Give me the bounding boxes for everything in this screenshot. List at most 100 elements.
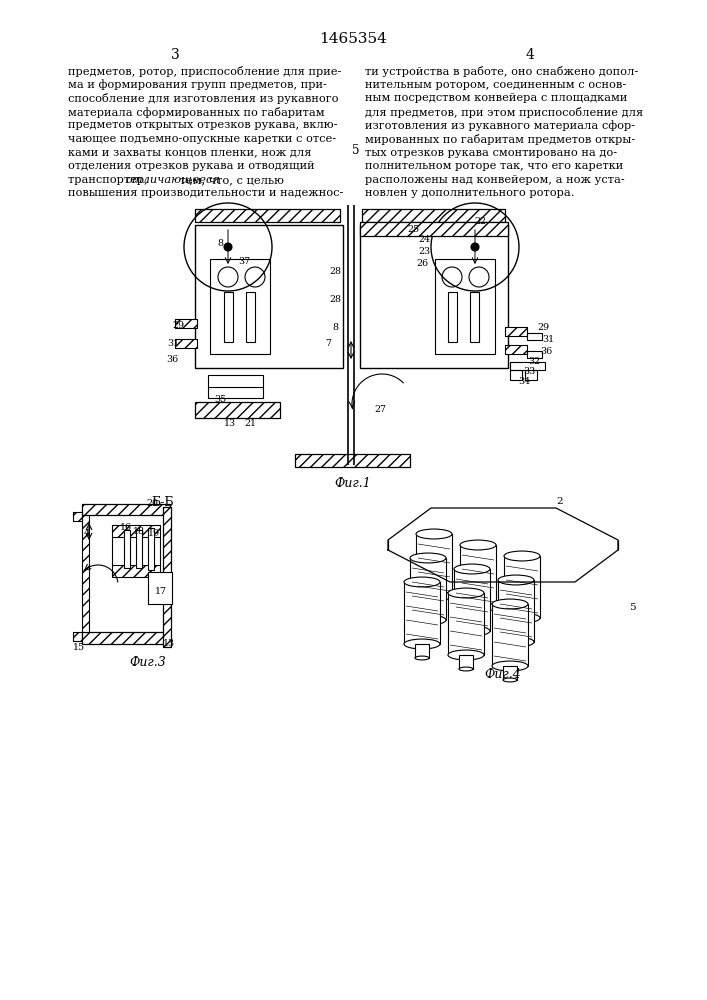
Ellipse shape	[465, 643, 479, 647]
Bar	[505, 327, 527, 336]
Ellipse shape	[504, 551, 540, 561]
Bar	[360, 225, 508, 368]
Bar	[515, 618, 529, 632]
Bar	[454, 569, 490, 631]
Text: Фиг.1: Фиг.1	[334, 477, 371, 490]
Text: 25: 25	[407, 226, 419, 234]
Text: 13: 13	[224, 418, 236, 428]
Bar	[492, 604, 528, 666]
Bar	[510, 362, 545, 370]
Bar	[208, 375, 263, 398]
Text: 28: 28	[329, 296, 341, 304]
Bar	[503, 666, 517, 680]
Bar	[509, 642, 523, 656]
Bar	[82, 510, 89, 642]
Text: 1465354: 1465354	[319, 32, 387, 46]
Text: повышения производительности и надежнос-: повышения производительности и надежнос-	[68, 188, 344, 198]
Text: 16: 16	[120, 522, 132, 532]
Bar	[148, 528, 154, 570]
Text: 8: 8	[217, 238, 223, 247]
Bar	[448, 292, 457, 342]
Ellipse shape	[492, 599, 528, 609]
Bar	[195, 209, 340, 222]
Bar	[465, 631, 479, 645]
Text: 27: 27	[374, 406, 386, 414]
Bar	[246, 292, 255, 342]
Text: отличающееся: отличающееся	[126, 175, 221, 185]
Bar	[195, 225, 343, 368]
Bar	[525, 370, 537, 380]
Text: предметов открытых отрезков рукава, вклю-: предметов открытых отрезков рукава, вклю…	[68, 120, 337, 130]
Text: ти устройства в работе, оно снабжено допол-: ти устройства в работе, оно снабжено доп…	[365, 66, 638, 77]
Bar	[498, 580, 534, 642]
Bar	[210, 259, 270, 354]
Text: 29: 29	[537, 324, 549, 332]
Text: 19: 19	[148, 530, 160, 538]
Bar	[195, 209, 340, 222]
Text: 7: 7	[325, 340, 331, 349]
Ellipse shape	[416, 591, 452, 601]
Bar	[360, 222, 508, 236]
Ellipse shape	[509, 654, 523, 658]
Text: 8: 8	[332, 324, 338, 332]
Bar	[435, 259, 495, 354]
Bar	[360, 222, 508, 236]
Bar	[510, 370, 522, 380]
Bar	[459, 655, 473, 669]
Text: 23: 23	[418, 246, 430, 255]
Ellipse shape	[492, 661, 528, 671]
Text: расположены над конвейером, а нож уста-: расположены над конвейером, а нож уста-	[365, 175, 625, 185]
Text: 5: 5	[352, 144, 360, 157]
Bar	[470, 292, 479, 342]
Bar	[505, 345, 527, 354]
Text: 24: 24	[418, 235, 430, 244]
Text: 3: 3	[170, 48, 180, 62]
Bar	[112, 565, 160, 577]
Ellipse shape	[471, 619, 485, 623]
Text: отделения отрезков рукава и отводящий: отделения отрезков рукава и отводящий	[68, 161, 315, 171]
Text: изготовления из рукавного материала сфор-: изготовления из рукавного материала сфор…	[365, 120, 635, 131]
Bar	[73, 632, 82, 641]
Bar	[73, 632, 82, 641]
Ellipse shape	[459, 667, 473, 671]
Text: 22: 22	[474, 218, 486, 227]
Text: 28: 28	[329, 267, 341, 276]
Text: 18: 18	[133, 528, 145, 536]
Bar	[362, 209, 505, 222]
Text: 31: 31	[167, 338, 179, 348]
Ellipse shape	[416, 529, 452, 539]
Text: 26: 26	[416, 258, 428, 267]
Text: 15: 15	[73, 644, 85, 652]
Text: 36: 36	[540, 348, 552, 357]
Bar	[175, 319, 197, 328]
Text: 35: 35	[214, 395, 226, 404]
Bar	[82, 632, 170, 644]
Text: Фиг.4: Фиг.4	[484, 668, 521, 681]
Ellipse shape	[504, 613, 540, 623]
Text: ным посредством конвейера с площадками: ным посредством конвейера с площадками	[365, 93, 627, 103]
Bar	[163, 507, 171, 647]
Bar	[471, 607, 485, 621]
Text: мированных по габаритам предметов откры-: мированных по габаритам предметов откры-	[365, 134, 636, 145]
Ellipse shape	[460, 602, 496, 612]
Bar	[136, 530, 142, 568]
Text: материала сформированных по габаритам: материала сформированных по габаритам	[68, 107, 325, 118]
Bar	[505, 345, 527, 354]
Bar	[82, 632, 170, 644]
Ellipse shape	[410, 615, 446, 625]
Bar	[410, 558, 446, 620]
Text: 5: 5	[629, 602, 636, 611]
Bar	[73, 512, 82, 521]
Ellipse shape	[498, 637, 534, 647]
Ellipse shape	[448, 588, 484, 598]
Bar	[527, 351, 542, 358]
Text: 37: 37	[238, 257, 250, 266]
Text: 36: 36	[166, 356, 178, 364]
Text: нительным ротором, соединенным с основ-: нительным ротором, соединенным с основ-	[365, 80, 626, 90]
Bar	[362, 209, 505, 222]
Text: новлен у дополнительного ротора.: новлен у дополнительного ротора.	[365, 188, 575, 198]
Text: 32: 32	[528, 358, 540, 366]
Ellipse shape	[404, 577, 440, 587]
Ellipse shape	[404, 639, 440, 649]
Text: 31: 31	[542, 336, 554, 344]
